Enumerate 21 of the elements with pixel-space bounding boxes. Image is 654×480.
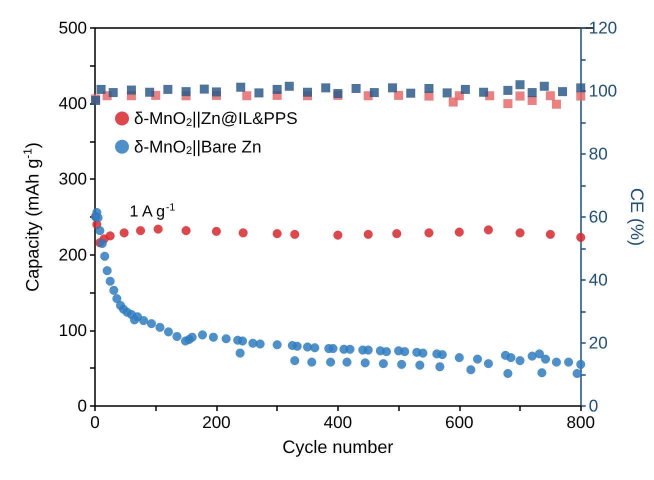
y2-tick-label: 100: [588, 82, 618, 100]
x-axis-title: Cycle number: [282, 437, 394, 457]
y-axis-title: Capacity (mAh g-1): [22, 142, 42, 292]
x-tick-label: 600: [445, 413, 474, 432]
y2-tick-label: 120: [588, 18, 618, 38]
y-tick-label: 300: [58, 170, 87, 189]
y-tick-label: 0: [78, 396, 87, 416]
y2-tick-label: 20: [588, 334, 608, 352]
x-tick-label: 200: [202, 413, 231, 432]
y-tick-label: 500: [58, 18, 87, 38]
x-tick-label: 0: [90, 413, 100, 432]
y-tick-label: 200: [58, 245, 87, 264]
y2-tick-label: 60: [588, 208, 608, 226]
x-tick-label: 400: [324, 413, 352, 432]
y-tick-label: 400: [58, 94, 87, 114]
y2-tick-label: 0: [588, 396, 598, 416]
y2-axis-title: CE (%): [627, 188, 647, 246]
x-tick-label: 800: [566, 413, 595, 432]
y-tick-label: 100: [58, 320, 87, 340]
y2-tick-label: 80: [588, 144, 608, 164]
y2-tick-label: 40: [588, 270, 608, 290]
